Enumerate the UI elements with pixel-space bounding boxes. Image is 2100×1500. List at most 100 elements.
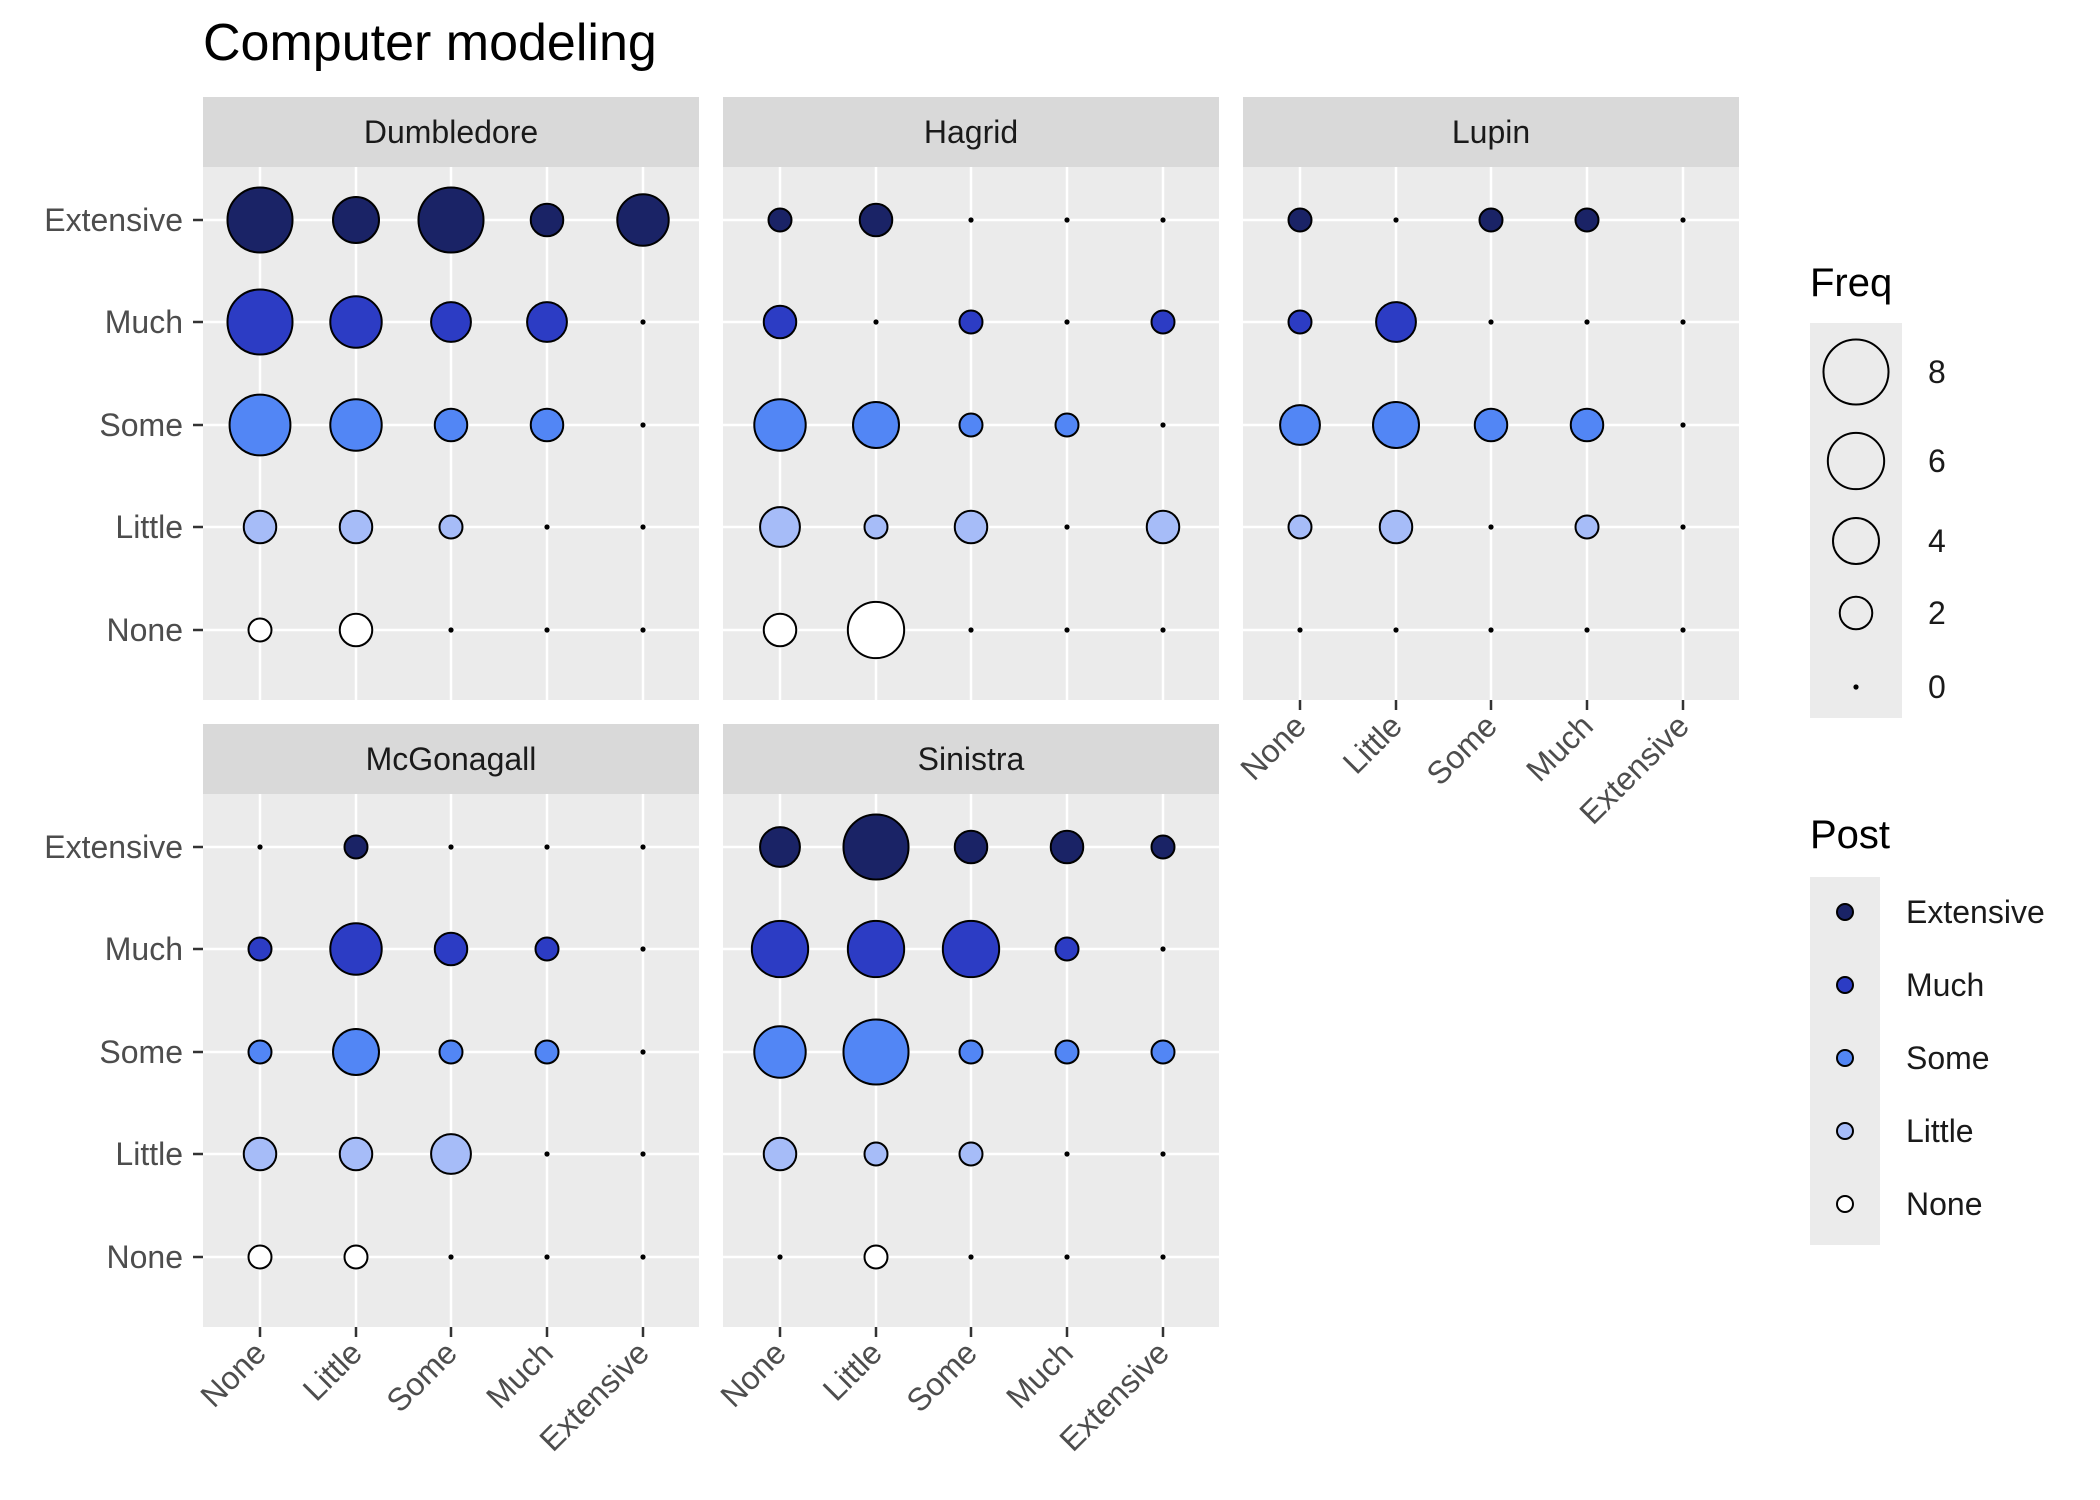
point — [1279, 404, 1321, 446]
point — [438, 1039, 464, 1065]
facet-panels: DumbledoreNoneLittleSomeMuchExtensiveHag… — [44, 97, 1739, 1458]
point — [226, 186, 294, 254]
strip-label: Sinistra — [918, 741, 1025, 777]
point — [1584, 319, 1590, 325]
point — [228, 393, 292, 457]
point — [1054, 936, 1080, 962]
point — [1160, 217, 1166, 223]
strip-background — [203, 97, 699, 167]
point — [858, 202, 894, 238]
point — [753, 1025, 807, 1079]
point — [247, 1244, 273, 1270]
point — [846, 600, 906, 660]
point — [242, 509, 278, 545]
fill-legend-label: Extensive — [1906, 894, 2045, 930]
point — [1680, 524, 1686, 530]
point — [1150, 834, 1176, 860]
point — [448, 627, 454, 633]
x-tick-label: None — [713, 1334, 793, 1414]
fill-legend-key — [1836, 903, 1854, 921]
point — [863, 1141, 889, 1167]
point — [1574, 207, 1600, 233]
point — [1064, 627, 1070, 633]
point — [338, 509, 374, 545]
point — [433, 407, 469, 443]
point — [968, 627, 974, 633]
point — [1287, 309, 1313, 335]
point — [332, 1028, 380, 1076]
point — [750, 919, 810, 979]
point — [338, 612, 374, 648]
size-legend-key — [1853, 684, 1859, 690]
strip-label: Dumbledore — [364, 114, 538, 150]
y-tick-label: Some — [99, 1034, 183, 1070]
fill-legend-label: None — [1906, 1186, 1983, 1222]
panel-mcgonagall: McGonagallNoneLittleSomeMuchExtensiveNon… — [44, 724, 699, 1458]
fill-legend-title: Post — [1810, 813, 1890, 857]
size-legend: Freq 8 6 4 2 0 — [1810, 261, 1946, 718]
point — [842, 813, 910, 881]
y-tick-label: Much — [105, 304, 183, 340]
point — [759, 506, 801, 548]
point — [1160, 1151, 1166, 1157]
point — [1287, 514, 1313, 540]
point — [953, 829, 989, 865]
point — [438, 514, 464, 540]
y-tick-label: None — [107, 612, 184, 648]
point — [863, 1244, 889, 1270]
point — [640, 319, 646, 325]
size-legend-label: 4 — [1928, 523, 1946, 559]
fill-legend-key — [1836, 976, 1854, 994]
fill-legend: Post Extensive Much Some Little None — [1810, 813, 2045, 1245]
point — [247, 617, 273, 643]
point — [329, 922, 383, 976]
x-tick-label: Much — [999, 1334, 1080, 1415]
point — [242, 1136, 278, 1172]
size-legend-key — [1838, 595, 1874, 631]
point — [1064, 1151, 1070, 1157]
size-legend-key — [1832, 517, 1880, 565]
point — [430, 301, 472, 343]
fill-legend-label: Much — [1906, 967, 1984, 1003]
y-tick-label: None — [107, 1239, 184, 1275]
y-tick-label: Much — [105, 931, 183, 967]
point — [958, 1141, 984, 1167]
x-tick-label: Some — [899, 1334, 984, 1419]
strip-label: Hagrid — [924, 114, 1018, 150]
point — [863, 514, 889, 540]
fill-legend-key — [1836, 1049, 1854, 1067]
x-tick-label: Much — [479, 1334, 560, 1415]
x-tick-label: None — [1233, 707, 1313, 787]
point — [544, 627, 550, 633]
point — [640, 627, 646, 633]
point — [544, 524, 550, 530]
y-tick-label: Some — [99, 407, 183, 443]
point — [417, 186, 485, 254]
point — [1150, 1039, 1176, 1065]
size-legend-label: 0 — [1928, 669, 1946, 705]
point — [640, 1049, 646, 1055]
point — [1488, 524, 1494, 530]
point — [958, 412, 984, 438]
x-tick-label: Some — [379, 1334, 464, 1419]
point — [1160, 627, 1166, 633]
point — [1680, 627, 1686, 633]
point — [1160, 946, 1166, 952]
strip-background — [723, 97, 1219, 167]
point — [448, 1254, 454, 1260]
point — [958, 1039, 984, 1065]
point — [257, 844, 263, 850]
point — [247, 936, 273, 962]
point — [1150, 309, 1176, 335]
point — [640, 1254, 646, 1260]
point — [1393, 217, 1399, 223]
size-legend-key — [1822, 338, 1890, 406]
point — [544, 1254, 550, 1260]
point — [1064, 319, 1070, 325]
point — [1297, 627, 1303, 633]
fill-legend-label: Some — [1906, 1040, 1990, 1076]
x-tick-label: Little — [1336, 707, 1409, 780]
point — [1488, 319, 1494, 325]
